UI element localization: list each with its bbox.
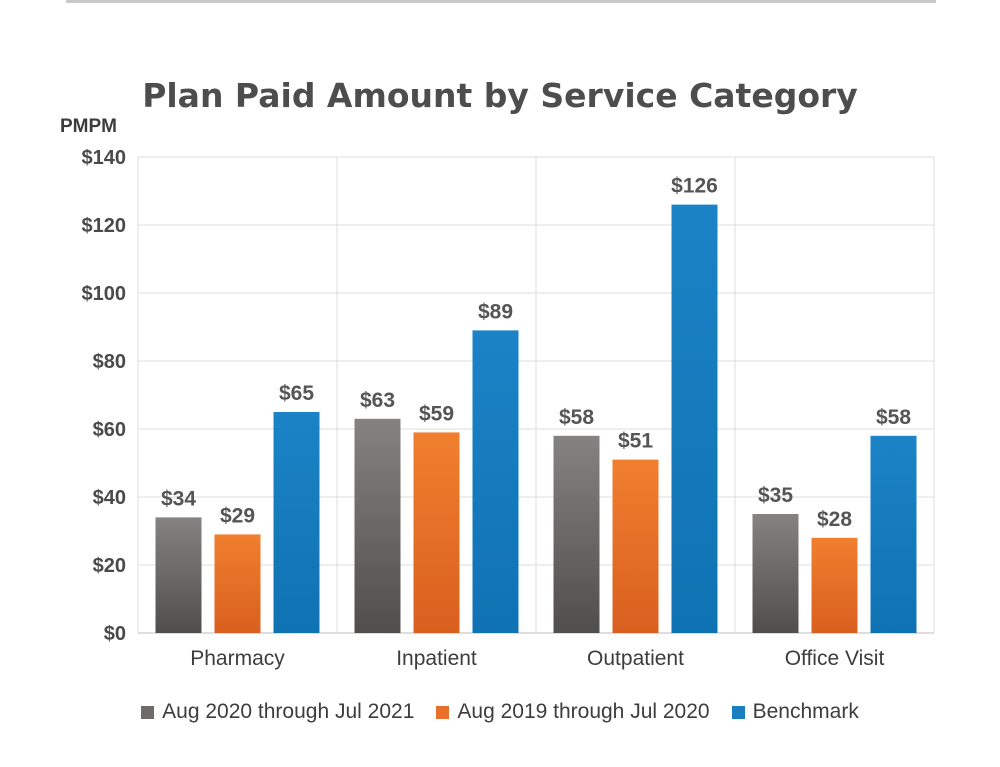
- legend-item: Benchmark: [731, 700, 859, 724]
- bar-benchmark: [273, 412, 320, 633]
- legend-label: Benchmark: [752, 700, 859, 723]
- bar-series-1: [752, 514, 799, 633]
- data-label: $28: [817, 508, 852, 531]
- y-tick-label: $140: [82, 147, 127, 169]
- bar-benchmark: [472, 330, 519, 633]
- legend-swatch: [141, 705, 155, 719]
- bar-series-1: [155, 517, 202, 633]
- category-labels: Pharmacy Inpatient Outpatient Office Visit: [190, 647, 884, 670]
- bar-series-2: [612, 459, 659, 633]
- y-tick-label: $60: [93, 419, 126, 441]
- data-labels: $34 $29 $65 $63 $59 $89 $58 $51 $126 $35 $28 $58: [161, 175, 911, 531]
- data-label: $58: [876, 406, 911, 429]
- y-tick-label: $20: [93, 555, 126, 577]
- data-label: $89: [478, 300, 513, 323]
- legend-swatch: [436, 705, 450, 719]
- legend-label: Aug 2020 through Jul 2021: [162, 700, 415, 723]
- data-label: $59: [419, 402, 454, 425]
- y-tick-label: $120: [82, 215, 127, 237]
- chart-title: Plan Paid Amount by Service Category: [142, 76, 858, 115]
- category-label: Office Visit: [785, 647, 885, 670]
- bar-benchmark: [870, 435, 917, 633]
- bar-benchmark: [671, 204, 718, 633]
- bars: [155, 204, 917, 633]
- legend-label: Aug 2019 through Jul 2020: [457, 700, 710, 723]
- bar-series-2: [214, 534, 261, 633]
- y-axis-ticks: $0 $20 $40 $60 $80 $100 $120 $140: [82, 147, 127, 645]
- legend-item: Aug 2019 through Jul 2020: [436, 700, 710, 724]
- data-label: $126: [671, 175, 718, 198]
- y-axis-unit-label: PMPM: [60, 116, 117, 137]
- y-tick-label: $80: [93, 351, 126, 373]
- category-label: Inpatient: [396, 647, 477, 670]
- y-tick-label: $0: [104, 623, 126, 645]
- data-label: $58: [559, 406, 594, 429]
- bar-series-1: [354, 418, 401, 633]
- legend-swatch: [731, 705, 745, 719]
- category-label: Outpatient: [587, 647, 684, 670]
- category-label: Pharmacy: [190, 647, 285, 670]
- gridlines: [137, 156, 935, 634]
- bar-series-1: [553, 435, 600, 633]
- legend: Aug 2020 through Jul 2021 Aug 2019 throug…: [0, 700, 1000, 724]
- top-divider: [66, 0, 936, 3]
- bar-series-2: [413, 432, 460, 633]
- data-label: $51: [618, 430, 653, 453]
- y-tick-label: $100: [82, 283, 127, 305]
- data-label: $35: [758, 484, 793, 507]
- data-label: $63: [360, 389, 395, 412]
- legend-item: Aug 2020 through Jul 2021: [141, 700, 414, 724]
- data-label: $29: [220, 504, 255, 527]
- bar-series-2: [811, 537, 858, 633]
- data-label: $34: [161, 487, 196, 510]
- y-tick-label: $40: [93, 487, 126, 509]
- data-label: $65: [279, 382, 314, 405]
